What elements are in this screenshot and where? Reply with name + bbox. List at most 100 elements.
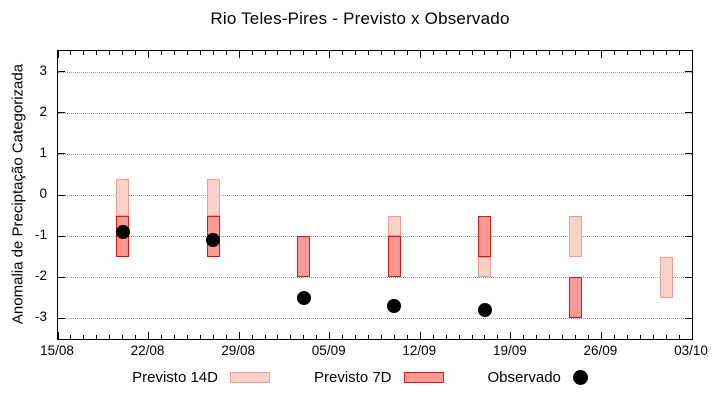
x-tick-minor-top [161,51,162,55]
x-tick-minor-top [135,51,137,55]
x-tick-minor-top [549,51,551,55]
x-tick-minor-top [225,51,227,55]
x-tick-minor-top [212,51,214,55]
x-tick-major-bottom [238,332,240,339]
x-tick-minor-bottom [122,335,124,339]
x-tick-minor-bottom [458,335,460,339]
x-tick-minor-bottom [626,335,628,339]
x-tick-minor-bottom [303,335,305,339]
plot-area [57,50,693,340]
x-tick-minor-top [368,51,370,55]
x-tick-minor-top [251,51,253,55]
previsto-14d-swatch [229,371,270,383]
x-tick-major-bottom [57,332,59,339]
gridline-y--3 [58,318,692,320]
x-tick-minor-top [406,51,408,55]
x-tick-minor-top [277,51,279,55]
x-tick-minor-bottom [251,335,253,339]
y-tick-right [685,112,692,114]
legend: Previsto 14D Previsto 7D Observado [0,365,720,389]
y-tick-label-0: 0 [39,186,47,201]
x-tick-minor-bottom [393,335,395,339]
gridline-y-2 [58,112,692,114]
x-tick-minor-top [70,51,72,55]
y-tick-right [685,71,692,73]
x-tick-label-15-08: 15/08 [40,343,74,358]
legend-label-observado: Observado [487,368,561,386]
previsto-14d-bar [659,256,673,298]
x-tick-minor-top [355,51,357,55]
previsto-14d-bar [206,178,220,216]
x-tick-major-top [691,51,693,58]
y-tick-left [58,112,65,114]
x-tick-minor-top [432,51,434,55]
x-tick-minor-bottom [277,335,279,339]
x-tick-minor-bottom [432,335,434,339]
x-tick-major-bottom [419,332,421,339]
x-tick-minor-top [665,51,667,55]
x-tick-minor-bottom [587,335,589,339]
y-tick-label-1: 1 [39,144,47,160]
x-tick-minor-top [186,51,188,55]
y-tick-label--1: -1 [34,227,47,243]
previsto-14d-bar [387,215,401,237]
x-tick-minor-bottom [225,335,227,339]
y-tick-right [685,317,692,319]
previsto-7d-bar [297,236,311,278]
observado-point [115,225,130,240]
x-tick-label-26-09: 26/09 [583,343,618,358]
y-tick-left [58,317,65,319]
previsto-7d-bar [387,236,401,278]
y-tick-left [58,153,65,155]
previsto-14d-bar [478,256,492,278]
x-tick-minor-top [471,51,473,55]
x-tick-minor-bottom [70,335,72,339]
x-tick-minor-top [458,51,460,55]
x-tick-minor-bottom [523,335,525,339]
x-tick-minor-bottom [368,335,370,339]
x-tick-minor-bottom [549,335,551,339]
x-tick-minor-bottom [665,335,667,339]
y-tick-left [58,235,65,237]
x-tick-label-19-09: 19/09 [492,343,527,358]
legend-item-previsto-14d: Previsto 14D [132,369,270,386]
x-tick-minor-bottom [186,335,188,339]
x-tick-major-bottom [510,332,512,339]
x-tick-minor-bottom [562,335,564,339]
x-tick-minor-top [96,51,98,55]
x-tick-minor-top [303,51,305,55]
y-tick-label-3: 3 [39,62,47,78]
previsto-7d-swatch [403,371,444,383]
x-tick-minor-bottom [484,335,486,339]
previsto-7d-bar [569,277,583,319]
x-tick-minor-bottom [83,335,85,339]
previsto-14d-bar [116,178,130,216]
x-tick-minor-bottom [316,335,318,339]
x-tick-minor-bottom [575,335,577,339]
x-tick-minor-top [122,51,124,55]
x-tick-minor-bottom [652,335,654,339]
y-tick-right [685,235,692,237]
x-tick-minor-bottom [161,335,162,339]
x-tick-minor-top [613,51,615,55]
gridline-y-3 [58,71,692,73]
x-tick-minor-top [316,51,318,55]
x-tick-minor-bottom [290,335,292,339]
x-tick-minor-top [290,51,292,55]
x-tick-label-03-10: 03/10 [674,343,708,358]
observado-point [296,290,311,305]
y-tick-label-2: 2 [39,103,47,119]
x-tick-minor-bottom [678,335,680,339]
x-tick-minor-bottom [380,335,382,339]
x-tick-major-top [600,51,602,58]
x-tick-minor-bottom [355,335,357,339]
x-tick-minor-bottom [536,335,538,339]
y-tick-right [685,276,692,278]
x-tick-minor-bottom [406,335,408,339]
legend-item-observado: Observado [488,369,588,386]
x-tick-minor-top [199,51,201,55]
x-tick-major-bottom [148,332,150,339]
x-tick-minor-bottom [342,335,344,339]
x-tick-major-top [148,51,150,58]
x-tick-major-bottom [329,332,331,339]
